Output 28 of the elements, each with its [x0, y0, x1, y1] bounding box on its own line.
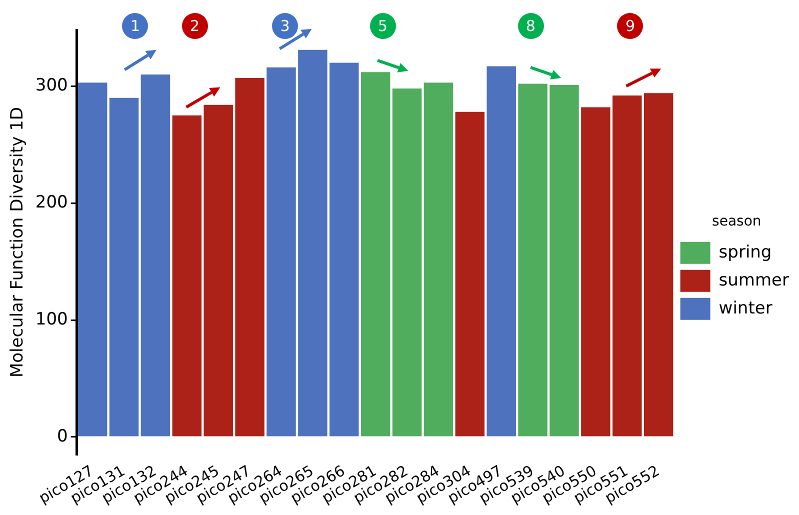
- y-axis-title: Molecular Function Diversity 1D: [8, 106, 28, 378]
- bar: [581, 107, 610, 436]
- bar: [518, 84, 548, 436]
- y-tick-label: 200: [35, 192, 68, 213]
- bar: [550, 84, 579, 436]
- bar: [78, 82, 108, 436]
- y-tick-label: 100: [35, 309, 68, 330]
- bar: [360, 72, 390, 436]
- bar: [172, 115, 202, 436]
- legend-label: summer: [718, 270, 790, 290]
- bar: [486, 66, 516, 436]
- bar: [298, 50, 328, 436]
- bar: [392, 88, 422, 436]
- legend-label: winter: [718, 298, 772, 318]
- bar: [235, 78, 264, 436]
- bar: [455, 112, 485, 436]
- y-tick-label: 0: [57, 426, 68, 446]
- bar: [424, 82, 454, 436]
- legend-title: season: [712, 214, 762, 230]
- bar: [612, 95, 642, 436]
- legend-label: spring: [718, 242, 772, 262]
- bar: [204, 104, 233, 436]
- bar: [140, 74, 170, 436]
- bar: [644, 93, 674, 436]
- y-tick-label: 300: [35, 76, 68, 96]
- bar: [330, 62, 359, 436]
- bar: [109, 98, 139, 436]
- bar: [266, 67, 296, 436]
